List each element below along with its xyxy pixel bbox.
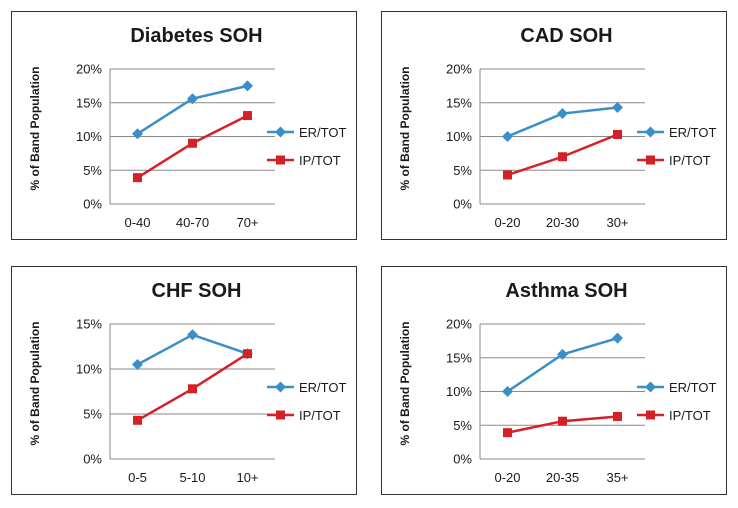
chart-title: CAD SOH: [520, 25, 612, 47]
y-tick-label: 15%: [76, 317, 102, 332]
ip-tot-data-point: [558, 416, 567, 426]
y-tick-label: 0%: [83, 197, 102, 212]
chart-title: Asthma SOH: [505, 280, 627, 302]
er-tot-data-point: [187, 93, 198, 105]
ip-tot-data-point: [133, 415, 142, 425]
y-axis-label: % of Band Population: [28, 67, 42, 191]
ip-tot-data-point: [243, 111, 252, 121]
x-tick-label: 10+: [236, 470, 258, 485]
x-tick-label: 0-20: [494, 215, 520, 230]
legend-marker: [645, 126, 656, 138]
er-tot-data-point: [132, 359, 143, 370]
legend-er-tot: ER/TOT: [669, 380, 716, 395]
x-tick-label: 5-10: [179, 470, 205, 485]
er-tot-data-point: [612, 101, 623, 113]
y-tick-label: 20%: [446, 317, 472, 332]
legend-marker: [646, 155, 655, 165]
legend-marker: [276, 155, 285, 165]
legend-marker: [276, 410, 285, 420]
x-tick-label: 70+: [236, 215, 258, 230]
er-tot-data-point: [612, 332, 623, 344]
y-tick-label: 5%: [453, 418, 472, 433]
x-tick-label: 0-5: [128, 470, 147, 485]
er-tot-data-point: [502, 131, 513, 142]
y-tick-label: 20%: [446, 62, 472, 77]
x-tick-label: 0-20: [494, 470, 520, 485]
y-tick-label: 10%: [76, 129, 102, 144]
ip-tot-data-point: [503, 170, 512, 180]
y-tick-label: 10%: [76, 362, 102, 377]
er-tot-data-point: [132, 128, 143, 140]
legend-ip-tot: IP/TOT: [669, 153, 711, 168]
er-tot-data-point: [502, 386, 513, 397]
y-axis-label: % of Band Population: [398, 322, 412, 446]
y-tick-label: 5%: [83, 163, 102, 178]
y-tick-label: 10%: [446, 129, 472, 144]
ip-tot-data-point: [613, 129, 622, 139]
chart-svg: Asthma SOH % of Band Population 0% 5% 10% 15%…: [398, 280, 716, 485]
y-tick-label: 5%: [83, 407, 102, 422]
legend-marker: [275, 381, 286, 393]
y-tick-label: 15%: [76, 95, 102, 110]
legend-marker: [646, 410, 655, 420]
y-axis-label: % of Band Population: [398, 67, 412, 191]
chart-panel-asthma: Asthma SOH % of Band Population 0% 5% 10% 15%…: [381, 266, 727, 495]
chart-svg: CHF SOH % of Band Population 0% 5% 10% 15% 0-5…: [28, 280, 346, 485]
x-tick-label: 30+: [606, 215, 628, 230]
y-tick-label: 20%: [76, 62, 102, 77]
legend-ip-tot: IP/TOT: [669, 408, 711, 423]
x-tick-label: 40-70: [176, 215, 209, 230]
chart-title: Diabetes SOH: [130, 25, 262, 47]
ip-tot-data-point: [188, 384, 197, 394]
chart-panel-cad: CAD SOH % of Band Population 0% 5% 10% 15% 20%…: [381, 11, 727, 240]
er-tot-data-point: [557, 348, 568, 360]
x-tick-label: 20-35: [546, 470, 579, 485]
er-tot-data-point: [242, 80, 253, 92]
y-tick-label: 0%: [453, 197, 472, 212]
ip-tot-data-point: [133, 173, 142, 183]
chart-panel-chf: CHF SOH % of Band Population 0% 5% 10% 15% 0-5…: [11, 266, 357, 495]
y-tick-label: 15%: [446, 350, 472, 365]
ip-tot-data-point: [558, 152, 567, 162]
chart-svg: CAD SOH % of Band Population 0% 5% 10% 15% 20%…: [398, 25, 716, 230]
x-tick-label: 0-40: [124, 215, 150, 230]
legend-er-tot: ER/TOT: [669, 125, 716, 140]
y-tick-label: 10%: [446, 384, 472, 399]
legend-ip-tot: IP/TOT: [299, 408, 341, 423]
ip-tot-data-point: [188, 138, 197, 148]
chart-panel-diabetes: Diabetes SOH % of Band Population 0% 5% 10% 1…: [11, 11, 357, 240]
y-axis-label: % of Band Population: [28, 322, 42, 446]
er-tot-data-point: [187, 329, 198, 341]
er-tot-data-point: [557, 108, 568, 120]
ip-tot-data-point: [243, 349, 252, 359]
er-tot-series-line: [506, 336, 618, 393]
chart-svg: Diabetes SOH % of Band Population 0% 5% 10% 1…: [28, 25, 346, 230]
y-tick-label: 0%: [83, 452, 102, 467]
y-tick-label: 15%: [446, 95, 472, 110]
er-tot-series-line: [136, 84, 248, 135]
x-tick-label: 35+: [606, 470, 628, 485]
y-tick-label: 0%: [453, 452, 472, 467]
legend-ip-tot: IP/TOT: [299, 153, 341, 168]
legend-marker: [275, 126, 286, 138]
ip-tot-data-point: [613, 411, 622, 421]
y-tick-label: 5%: [453, 163, 472, 178]
x-tick-label: 20-30: [546, 215, 579, 230]
legend-er-tot: ER/TOT: [299, 125, 346, 140]
legend-marker: [645, 381, 656, 393]
chart-title: CHF SOH: [152, 280, 242, 302]
ip-tot-data-point: [503, 428, 512, 438]
legend-er-tot: ER/TOT: [299, 380, 346, 395]
